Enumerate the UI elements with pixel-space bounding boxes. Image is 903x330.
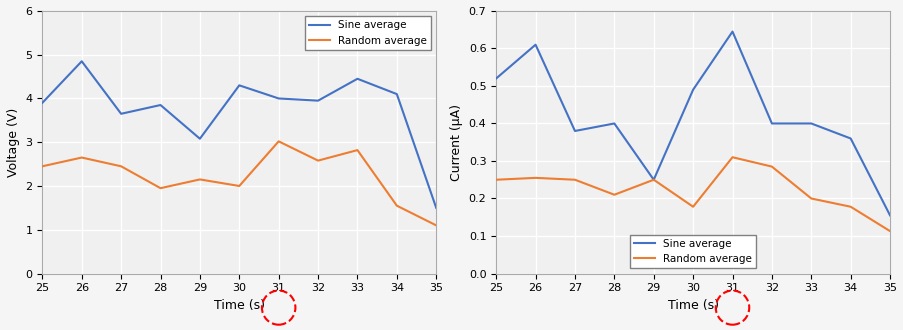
Sine average (805, 121, 815, 125)
Sine average (312, 99, 323, 103)
Sine average (687, 88, 698, 92)
Sine average (273, 96, 284, 100)
Random average (431, 223, 442, 227)
Legend: Sine average, Random average: Sine average, Random average (304, 16, 431, 50)
Random average (391, 204, 402, 208)
X-axis label: Time (s): Time (s) (667, 299, 718, 312)
Random average (351, 148, 362, 152)
Sine average (844, 137, 855, 141)
Y-axis label: Voltage (V): Voltage (V) (7, 108, 20, 177)
Random average (155, 186, 166, 190)
Random average (312, 159, 323, 163)
Sine average (194, 137, 205, 141)
Y-axis label: Current (μA): Current (μA) (450, 104, 462, 181)
Sine average (726, 30, 737, 34)
Sine average (37, 101, 48, 105)
Sine average (431, 206, 442, 210)
Random average (884, 229, 895, 233)
Sine average (351, 77, 362, 81)
X-axis label: Time (s): Time (s) (213, 299, 265, 312)
Sine average (234, 83, 245, 87)
Random average (37, 164, 48, 168)
Random average (687, 205, 698, 209)
Sine average (647, 178, 658, 182)
Random average (647, 178, 658, 182)
Random average (234, 184, 245, 188)
Line: Sine average: Sine average (496, 32, 889, 215)
Legend: Sine average, Random average: Sine average, Random average (629, 235, 756, 268)
Line: Random average: Random average (42, 141, 436, 225)
Sine average (116, 112, 126, 116)
Sine average (76, 59, 87, 63)
Sine average (490, 77, 501, 81)
Random average (569, 178, 580, 182)
Sine average (569, 129, 580, 133)
Random average (766, 165, 777, 169)
Random average (529, 176, 540, 180)
Random average (726, 155, 737, 159)
Random average (76, 155, 87, 159)
Random average (490, 178, 501, 182)
Random average (609, 193, 619, 197)
Sine average (391, 92, 402, 96)
Line: Random average: Random average (496, 157, 889, 231)
Sine average (766, 121, 777, 125)
Sine average (155, 103, 166, 107)
Line: Sine average: Sine average (42, 61, 436, 208)
Sine average (884, 214, 895, 217)
Random average (273, 139, 284, 143)
Sine average (529, 43, 540, 47)
Random average (116, 164, 126, 168)
Sine average (609, 121, 619, 125)
Random average (194, 178, 205, 182)
Random average (844, 205, 855, 209)
Random average (805, 196, 815, 200)
